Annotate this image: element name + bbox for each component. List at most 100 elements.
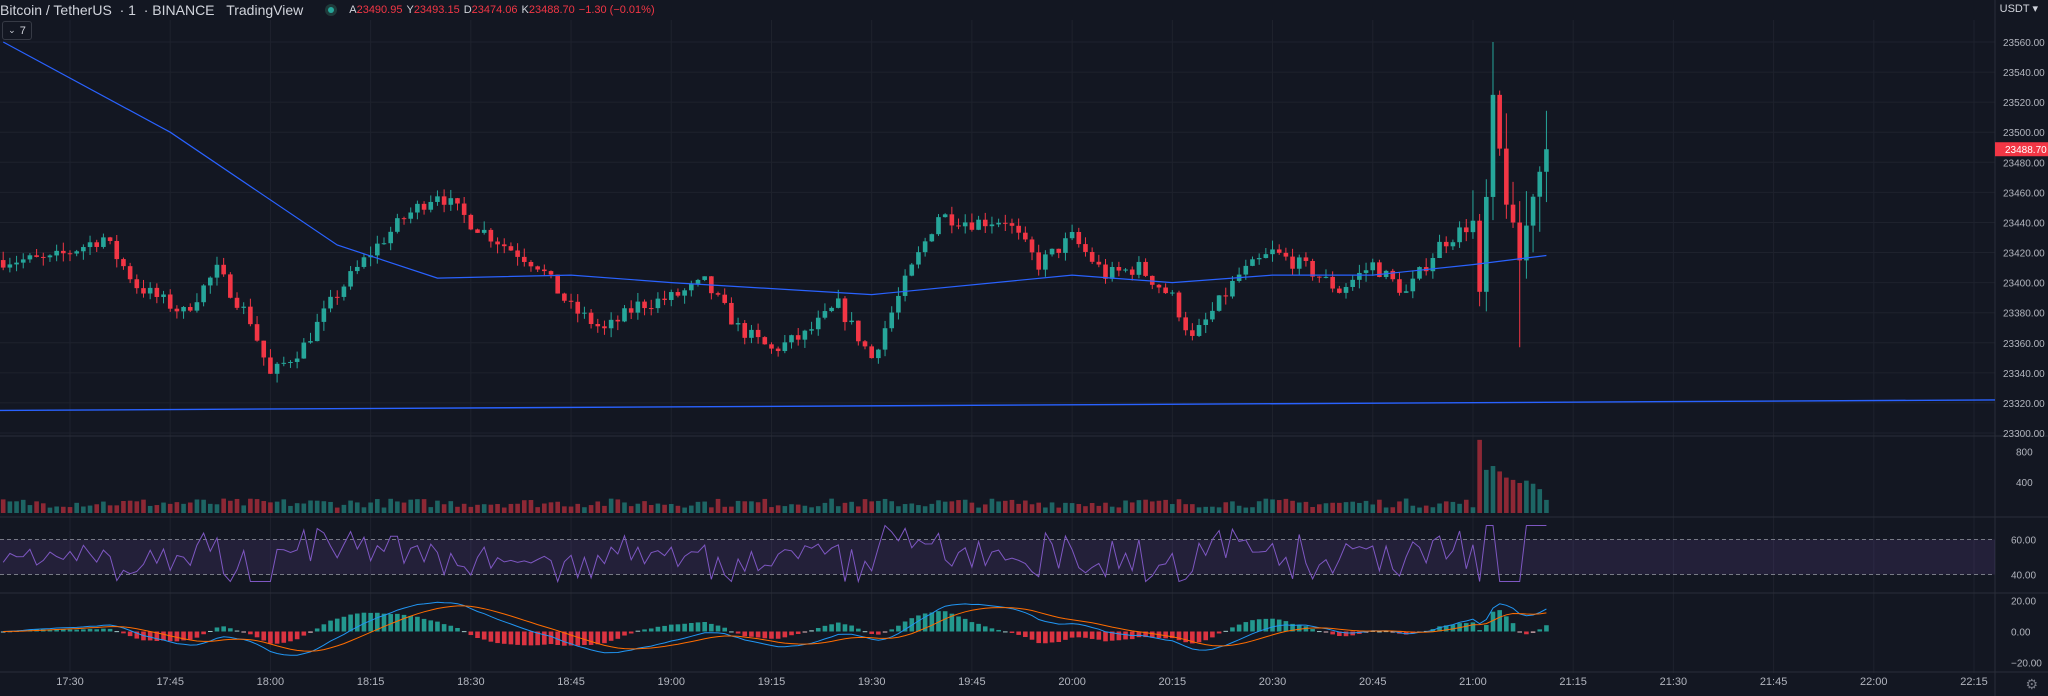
- macd-histogram-bar: [1036, 631, 1042, 644]
- price-axis-label: 23520.00: [2003, 98, 2045, 109]
- candle-body: [1103, 264, 1108, 279]
- time-axis-label: 21:15: [1559, 676, 1587, 688]
- macd-histogram-bar: [74, 629, 79, 632]
- volume-bar: [909, 503, 915, 513]
- macd-histogram-bar: [916, 615, 921, 632]
- macd-histogram-bar: [321, 624, 327, 632]
- volume-bar: [628, 506, 634, 513]
- macd-histogram-bar: [882, 631, 888, 633]
- macd-histogram-bar: [461, 631, 467, 633]
- volume-bar: [1230, 501, 1235, 513]
- candle-body: [1417, 267, 1422, 279]
- candle-body: [1363, 270, 1369, 273]
- volume-bar: [1524, 480, 1529, 513]
- macd-signal-line: [3, 605, 1547, 652]
- volume-bar: [1136, 500, 1142, 513]
- candle-body: [929, 234, 935, 242]
- price-axis-label: 23480.00: [2003, 158, 2045, 169]
- macd-histogram-bar: [1510, 623, 1516, 632]
- macd-histogram-bar: [207, 630, 213, 632]
- macd-histogram-bar: [154, 631, 160, 641]
- volume-bar: [528, 500, 534, 513]
- macd-histogram-bar: [228, 628, 233, 632]
- candle-body: [542, 269, 547, 272]
- volume-bar: [194, 499, 200, 513]
- macd-histogram-bar: [535, 631, 540, 646]
- moving-average-line: [2, 41, 1547, 296]
- candle-body: [308, 341, 313, 343]
- candle-body: [949, 214, 955, 226]
- macd-histogram-bar: [648, 628, 654, 632]
- time-axis-label: 20:00: [1058, 676, 1086, 688]
- volume-bar: [501, 507, 507, 513]
- price-axis-label: 23380.00: [2003, 309, 2045, 320]
- volume-bar: [1316, 504, 1322, 513]
- ohlc-low-key: D: [463, 4, 472, 16]
- candle-body: [328, 296, 333, 309]
- candle-body: [74, 251, 79, 254]
- volume-bar: [542, 503, 547, 513]
- market-status-icon[interactable]: [325, 4, 338, 16]
- macd-histogram-bar: [1490, 611, 1496, 632]
- macd-histogram-bar: [762, 631, 768, 639]
- volume-bar: [154, 505, 160, 513]
- volume-bar: [1463, 499, 1469, 513]
- candle-body: [1036, 252, 1042, 270]
- volume-bar: [134, 501, 140, 513]
- macd-histogram-bar: [475, 631, 480, 639]
- volume-bar: [214, 504, 220, 513]
- candle-body: [1276, 249, 1282, 253]
- candle-body: [842, 298, 848, 323]
- macd-histogram-bar: [1403, 631, 1409, 635]
- candle-body: [1056, 248, 1062, 253]
- candle-body: [1002, 222, 1008, 224]
- price-axis-label: 23360.00: [2003, 339, 2045, 350]
- volume-bar: [515, 503, 520, 513]
- macd-histogram-bar: [1517, 631, 1523, 633]
- macd-histogram-bar: [1176, 631, 1182, 641]
- volume-bar: [508, 503, 514, 513]
- volume-bar: [896, 506, 901, 513]
- macd-histogram-bar: [568, 631, 574, 646]
- volume-bar: [415, 499, 420, 513]
- candle-body: [1123, 269, 1128, 271]
- macd-histogram-bar: [989, 628, 995, 632]
- volume-bar: [689, 505, 694, 513]
- candle-body: [1463, 227, 1469, 233]
- macd-histogram-bar: [582, 631, 587, 646]
- volume-bar: [228, 500, 233, 513]
- macd-histogram-bar: [1170, 631, 1175, 639]
- macd-histogram-bar: [675, 624, 681, 632]
- macd-histogram-bar: [1310, 629, 1315, 632]
- volume-bar: [862, 499, 868, 513]
- candle-body: [1243, 265, 1249, 275]
- macd-histogram-bar: [876, 631, 881, 635]
- settings-gear-icon[interactable]: ⚙: [2025, 676, 2038, 692]
- currency-selector[interactable]: USDT ▾: [2000, 2, 2038, 15]
- volume-bar: [328, 501, 333, 513]
- volume-bar: [421, 499, 427, 513]
- volume-bar: [1276, 500, 1282, 513]
- volume-bar: [375, 499, 380, 513]
- volume-bar: [956, 500, 961, 513]
- volume-bar: [47, 507, 53, 513]
- volume-bar: [221, 498, 226, 513]
- volume-bar: [889, 501, 895, 513]
- symbol-title[interactable]: Bitcoin / TetherUS · 1 · BINANCE Trading…: [0, 2, 304, 18]
- volume-bar: [0, 499, 6, 513]
- candle-body: [762, 337, 768, 345]
- candle-body: [1310, 260, 1315, 277]
- macd-histogram-bar: [1497, 610, 1502, 632]
- candle-body: [869, 346, 874, 359]
- volume-bar: [1337, 502, 1342, 513]
- indicators-toggle[interactable]: ⌄ 7: [2, 21, 32, 40]
- macd-histogram-bar: [602, 631, 607, 644]
- candle-body: [568, 300, 574, 302]
- volume-bar: [842, 502, 848, 513]
- candle-body: [127, 266, 133, 280]
- volume-bar: [1170, 504, 1175, 513]
- macd-histogram-bar: [314, 628, 320, 632]
- macd-histogram-bar: [548, 631, 554, 645]
- macd-histogram-bar: [1096, 631, 1102, 640]
